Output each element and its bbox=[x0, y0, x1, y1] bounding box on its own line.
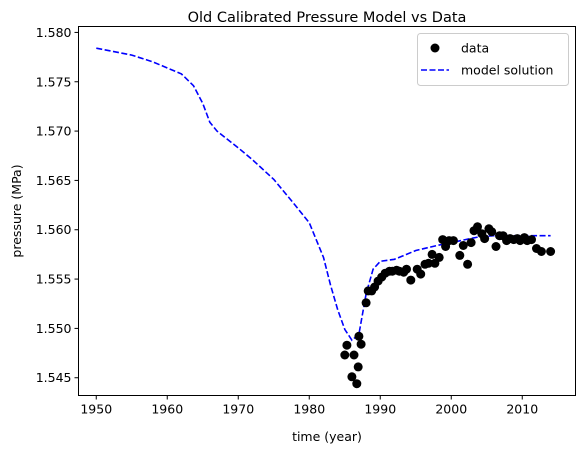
data-point bbox=[353, 362, 363, 372]
data-point bbox=[463, 259, 473, 269]
data-point bbox=[356, 339, 366, 349]
data-point bbox=[349, 350, 359, 360]
data-point bbox=[448, 236, 458, 246]
data-point bbox=[361, 298, 371, 308]
data-point bbox=[402, 264, 411, 274]
legend-box bbox=[417, 33, 569, 86]
model-solution-line bbox=[96, 47, 551, 342]
data-point bbox=[340, 350, 350, 360]
y-tick-label: 1.550 bbox=[36, 321, 72, 336]
x-tick-label: 2010 bbox=[506, 402, 538, 417]
x-tick-label: 1960 bbox=[151, 402, 183, 417]
y-tick-label: 1.575 bbox=[36, 74, 72, 89]
x-tick-label: 1970 bbox=[222, 402, 254, 417]
data-point bbox=[347, 372, 357, 382]
data-point bbox=[473, 222, 482, 232]
data-point bbox=[491, 242, 501, 251]
data-point bbox=[527, 235, 536, 245]
data-point bbox=[354, 331, 364, 341]
y-axis-label: pressure (MPa) bbox=[9, 164, 24, 257]
data-point bbox=[416, 269, 426, 279]
y-tick-label: 1.565 bbox=[36, 173, 72, 188]
y-tick-label: 1.545 bbox=[36, 370, 72, 385]
legend-model-label: model solution bbox=[461, 63, 553, 78]
data-point bbox=[434, 252, 444, 262]
data-point bbox=[466, 238, 476, 248]
y-tick-label: 1.560 bbox=[36, 222, 72, 237]
data-point bbox=[487, 227, 497, 237]
data-point bbox=[406, 275, 416, 285]
data-point bbox=[352, 379, 362, 389]
y-tick-label: 1.555 bbox=[36, 272, 72, 287]
legend-data-label: data bbox=[461, 41, 489, 56]
plot-frame bbox=[78, 26, 576, 396]
x-tick-label: 1980 bbox=[293, 402, 325, 417]
data-point bbox=[455, 250, 465, 260]
x-tick-label: 1990 bbox=[364, 402, 396, 417]
data-point bbox=[546, 247, 556, 256]
y-tick-label: 1.580 bbox=[36, 25, 72, 40]
data-point bbox=[480, 234, 490, 244]
data-point bbox=[427, 249, 437, 259]
y-tick-label: 1.570 bbox=[36, 124, 72, 139]
legend: data model solution bbox=[417, 33, 569, 86]
x-tick-label: 2000 bbox=[435, 402, 467, 417]
x-axis: 1950 1960 1970 1980 1990 2000 2010 bbox=[80, 395, 538, 417]
data-point bbox=[458, 241, 468, 250]
x-tick-label: 1950 bbox=[80, 402, 112, 417]
data-point bbox=[342, 340, 352, 350]
y-axis: 1.545 1.550 1.555 1.560 1.565 1.570 1.575 1.580 bbox=[36, 25, 79, 385]
plot-area bbox=[96, 47, 556, 389]
data-point bbox=[536, 247, 546, 256]
data-point bbox=[424, 258, 433, 268]
x-axis-label: time (year) bbox=[292, 429, 362, 444]
chart-title: Old Calibrated Pressure Model vs Data bbox=[188, 10, 467, 26]
legend-data-marker bbox=[430, 43, 440, 53]
